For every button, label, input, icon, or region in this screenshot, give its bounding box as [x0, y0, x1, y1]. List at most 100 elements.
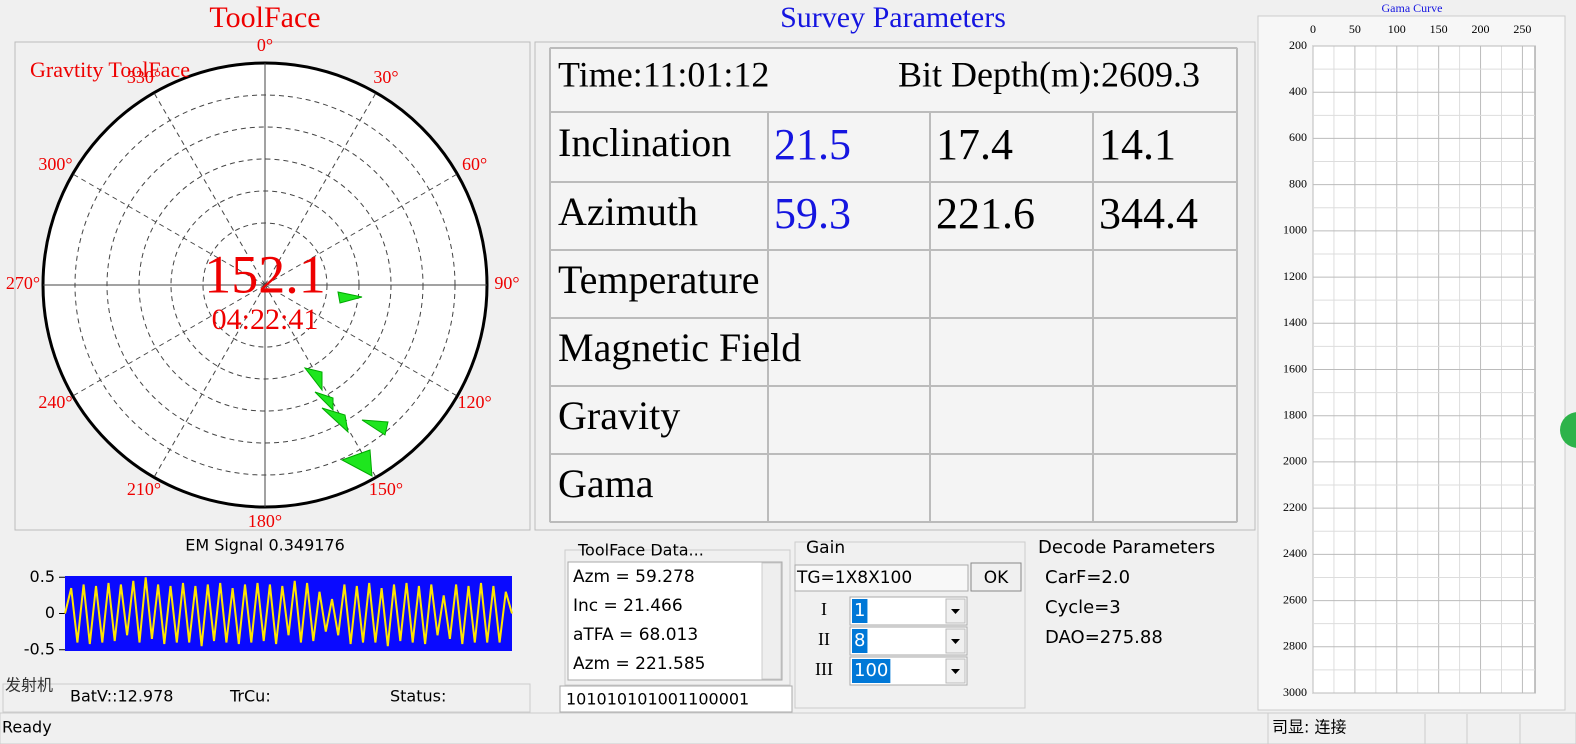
ok-button[interactable] [970, 562, 1022, 592]
y-tick-label: 0 [45, 603, 55, 622]
list-item: Azm = 221.585 [573, 654, 705, 674]
row-label: Azimuth [558, 189, 698, 234]
x-tick-label: 250 [1513, 22, 1531, 36]
toolface-marker [361, 419, 389, 436]
trcu: TrCu: [229, 687, 271, 706]
polar-spoke [72, 173, 266, 286]
tg-text: TG=1X8X100 [796, 568, 912, 588]
polar-spoke [264, 92, 377, 286]
listbox [567, 561, 783, 681]
toolface-marker [314, 391, 334, 412]
toolface-time: 04:22:41 [212, 303, 319, 336]
polar-spoke [264, 173, 458, 286]
gain-group [794, 541, 1026, 709]
toolface-title: ToolFace [209, 1, 320, 34]
y-tick-label: 1600 [1283, 361, 1307, 375]
selection-highlight [852, 659, 891, 683]
gain-title: Gain [806, 538, 845, 558]
status-bar [0, 712, 1576, 744]
survey-time: Time:11:01:12 [558, 54, 769, 94]
y-tick-label: 2000 [1283, 454, 1307, 468]
x-tick-label: 200 [1472, 22, 1490, 36]
row-value: 21.5 [774, 120, 851, 169]
binary-box [559, 685, 793, 713]
decode-title: Decode Parameters [1038, 537, 1215, 558]
em-title: EM Signal 0.349176 [185, 536, 345, 555]
toolface-data-title: ToolFace Data... [577, 541, 704, 560]
toolface-subtitle: Gravtity ToolFace [30, 57, 190, 82]
list-item: Azm = 59.278 [573, 567, 695, 587]
y-tick-label: 2200 [1283, 500, 1307, 514]
y-tick-label: 1400 [1283, 315, 1307, 329]
row-value: 59.3 [774, 189, 851, 238]
angle-label: 330° [127, 67, 161, 87]
combo-arrow-icon [951, 669, 960, 674]
selection-highlight [852, 629, 868, 653]
gain-row-label: III [815, 659, 833, 679]
tg-box[interactable] [794, 564, 969, 592]
angle-label: 300° [38, 154, 72, 174]
binary-text: 101010101001100001 [566, 690, 749, 709]
gain-row-value: 100 [854, 660, 888, 681]
y-tick-label: 1200 [1283, 269, 1307, 283]
survey-title: Survey Parameters [780, 1, 1006, 34]
transmitter-label: 发射机 [5, 676, 53, 695]
y-tick-label: 2600 [1283, 592, 1307, 606]
row-value: 14.1 [1099, 120, 1176, 169]
angle-label: 150° [369, 479, 403, 499]
scrollbar[interactable] [761, 562, 782, 680]
angle-label: 90° [494, 273, 519, 293]
x-tick-label: 150 [1430, 22, 1448, 36]
side-indicator [1560, 412, 1576, 448]
status-connection: 司显: 连接 [1272, 718, 1346, 737]
toolface-marker [303, 367, 323, 392]
gama-title: Gama Curve [1382, 1, 1443, 15]
status-ready: Ready [2, 718, 52, 737]
combo-arrow-icon [951, 639, 960, 644]
toolface-marker [340, 449, 373, 477]
y-tick-label: 1000 [1283, 223, 1307, 237]
survey-bit-depth: Bit Depth(m):2609.3 [898, 54, 1200, 94]
x-tick-label: 100 [1388, 22, 1406, 36]
row-value: 17.4 [936, 120, 1013, 169]
y-tick-label: 2800 [1283, 639, 1307, 653]
polar-spoke [72, 284, 266, 397]
row-value: 344.4 [1099, 189, 1198, 238]
angle-label: 0° [257, 35, 273, 55]
transmitter-group [2, 683, 531, 713]
polar-spoke [153, 92, 266, 286]
em-wave [64, 577, 513, 647]
y-tick-label: 1800 [1283, 407, 1307, 421]
y-tick-label: 400 [1289, 84, 1307, 98]
angle-label: 240° [38, 392, 72, 412]
y-tick-label: 200 [1289, 38, 1307, 52]
angle-label: 210° [127, 479, 161, 499]
row-label: Inclination [558, 120, 731, 165]
selection-highlight [852, 599, 868, 623]
batv: BatV::12.978 [70, 687, 173, 706]
row-value: 221.6 [936, 189, 1035, 238]
ok-label: OK [984, 568, 1009, 588]
toolface-marker [321, 407, 349, 434]
gain-row-value: 8 [854, 630, 865, 651]
gain-row-value: 1 [854, 600, 865, 621]
x-tick-label: 0 [1310, 22, 1316, 36]
angle-label: 180° [248, 511, 282, 531]
list-item: Inc = 21.466 [573, 596, 683, 616]
combo-arrow-icon [951, 609, 960, 614]
gain-row-label: I [821, 599, 827, 619]
y-tick-label: 3000 [1283, 685, 1307, 699]
y-tick-label: 0.5 [30, 567, 55, 586]
x-tick-label: 50 [1349, 22, 1361, 36]
toolface-marker [337, 291, 363, 304]
angle-label: 60° [462, 154, 487, 174]
list-item: aTFA = 68.013 [573, 625, 698, 645]
decode-item: Cycle=3 [1045, 597, 1121, 618]
polar-spoke [153, 284, 266, 478]
survey-table [549, 47, 1238, 523]
decode-item: CarF=2.0 [1045, 567, 1130, 588]
row-label: Gama [558, 461, 654, 506]
row-label: Temperature [558, 257, 760, 302]
polar-spoke [264, 284, 458, 397]
